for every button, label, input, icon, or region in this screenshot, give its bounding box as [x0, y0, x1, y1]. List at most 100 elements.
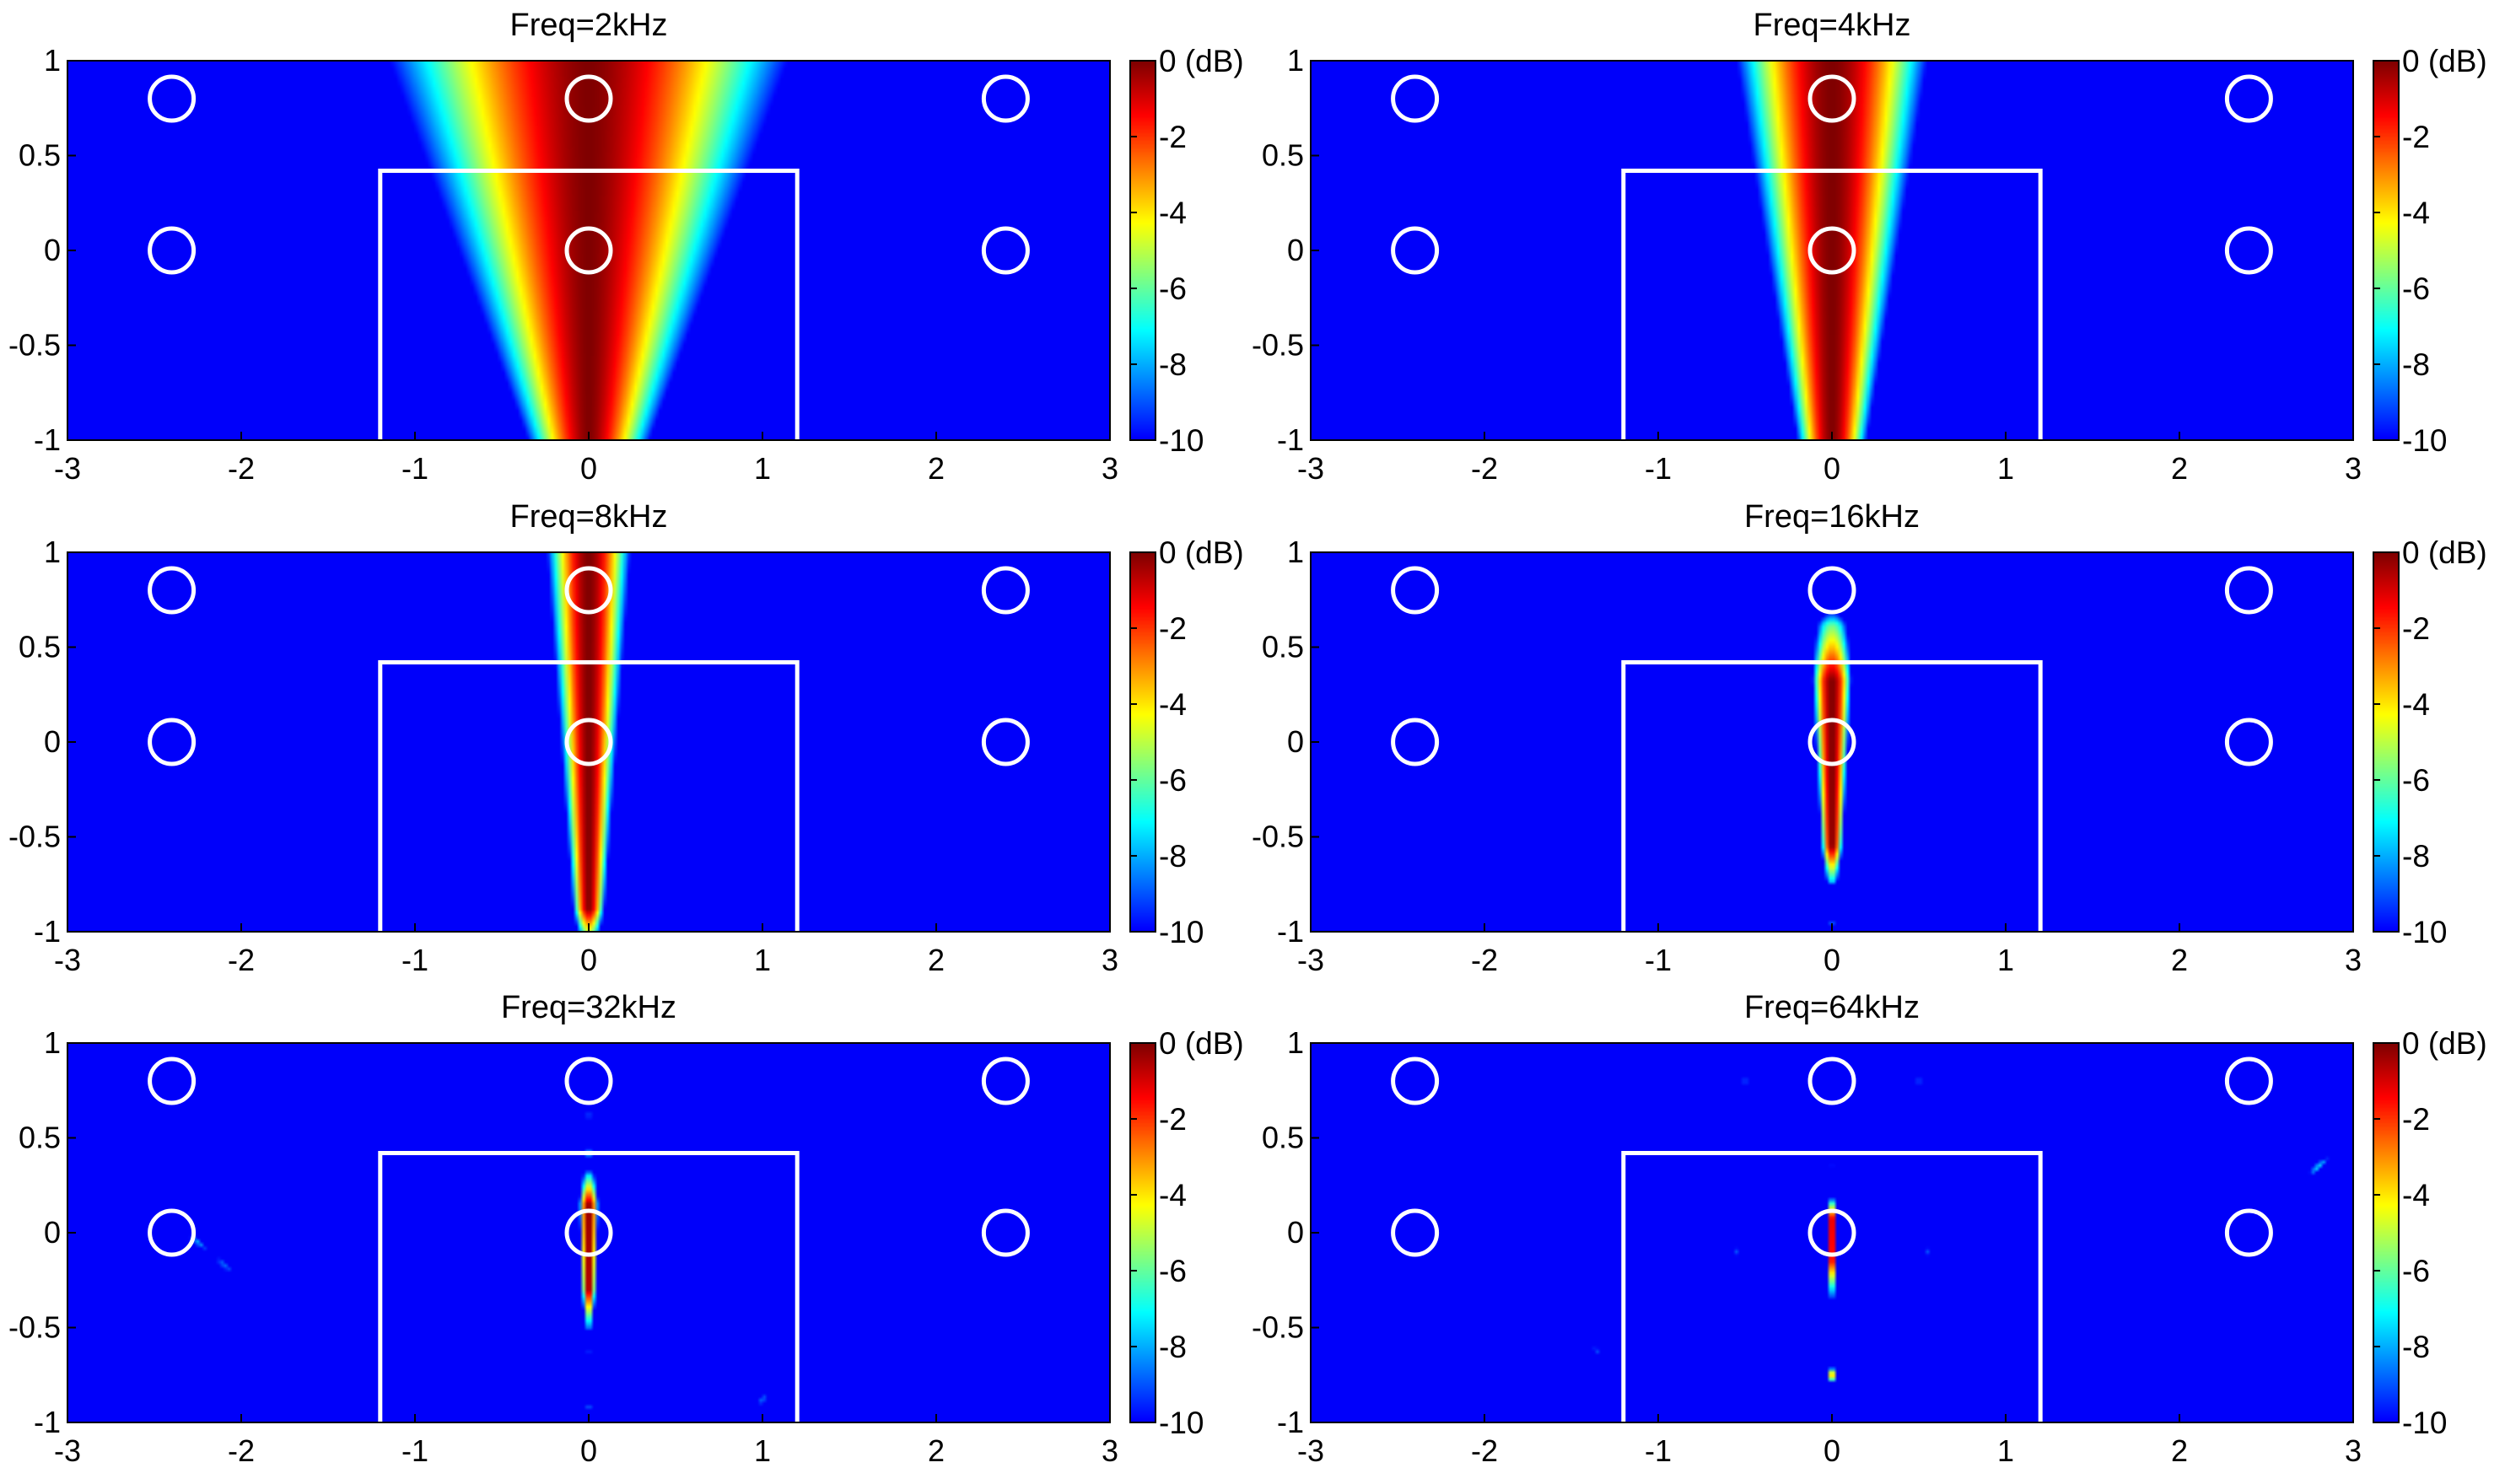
x-tick-label: -3: [54, 451, 81, 486]
x-tick-label: -3: [1297, 1433, 1324, 1468]
y-tick-label: 1: [44, 43, 61, 78]
y-tick-label: 0.5: [1262, 630, 1304, 664]
panel-4: Freq=16kHz-3 -2 -1 0 1 2 310.50-0.5-10 (dB)-2-…: [1252, 499, 2487, 977]
axes-frame: [67, 1042, 1111, 1423]
colorbar-tick-label: -2: [2402, 120, 2430, 154]
x-tick-label: 0: [1824, 1433, 1840, 1468]
marker-circle: [1807, 226, 1856, 275]
x-tick-label: 2: [2171, 943, 2188, 977]
panel-title: Freq=4kHz: [1754, 8, 1911, 43]
panel-3: Freq=8kHz-3 -2 -1 0 1 2 310.50-0.5-10 (dB)-2-4…: [8, 499, 1244, 977]
marker-circle: [1807, 74, 1856, 123]
x-tick-label: 2: [928, 943, 945, 977]
y-tick-label: -1: [1277, 914, 1304, 949]
x-tick-label: 0: [580, 1433, 597, 1468]
marker-circle: [148, 226, 197, 275]
axes-frame: [1310, 551, 2354, 933]
y-tick-label: -1: [34, 914, 61, 949]
x-tick-label: 3: [1102, 451, 1118, 486]
y-tick-label: -1: [1277, 422, 1304, 457]
y-tick-label: 0: [44, 724, 61, 759]
x-tick-label: 0: [1824, 451, 1840, 486]
x-tick-label: -3: [54, 943, 81, 977]
axes-frame: [1310, 1042, 2354, 1423]
panel-6: Freq=64kHz-3 -2 -1 0 1 2 310.50-0.5-10 (dB)-2-…: [1252, 990, 2487, 1468]
colorbar-tick-label: 0 (dB): [2402, 535, 2487, 570]
colorbar-tick-label: 0 (dB): [1159, 535, 1244, 570]
x-tick-label: 2: [928, 1433, 945, 1468]
heatmap-image: [67, 61, 1110, 440]
marker-circle: [564, 718, 613, 766]
colorbar-frame: [1129, 60, 1156, 441]
colorbar-tick-label: -4: [2402, 687, 2430, 722]
y-tick-label: -0.5: [1252, 328, 1304, 363]
region-rectangle: [378, 1151, 800, 1422]
marker-circle: [148, 1057, 197, 1105]
y-tick-label: 1: [44, 1025, 61, 1060]
marker-circle: [2224, 226, 2273, 275]
colorbar-frame: [1129, 1042, 1156, 1423]
x-tick-label: 2: [928, 451, 945, 486]
colorbar-tick-label: -8: [1159, 1330, 1187, 1364]
marker-circle: [981, 1057, 1030, 1105]
marker-circle: [1807, 566, 1856, 615]
y-tick-label: 0.5: [19, 138, 61, 173]
colorbar-tick-label: 0 (dB): [1159, 1026, 1244, 1061]
marker-circle: [981, 226, 1030, 275]
x-tick-label: 3: [2345, 943, 2362, 977]
marker-circle: [564, 566, 613, 615]
marker-circle: [981, 566, 1030, 615]
heatmap-image: [1311, 552, 2353, 932]
x-tick-label: 1: [1997, 943, 2014, 977]
heatmap-image: [67, 1043, 1110, 1422]
x-tick-label: 2: [2171, 1433, 2188, 1468]
marker-circle: [1391, 226, 1440, 275]
axes-frame: [67, 551, 1111, 933]
colorbar-tick-label: -10: [2402, 423, 2447, 458]
x-tick-label: 1: [1997, 451, 2014, 486]
marker-circle: [148, 1208, 197, 1257]
y-tick-label: 0: [44, 1215, 61, 1250]
colorbar-tick-label: -2: [1159, 611, 1187, 646]
x-tick-label: 1: [1997, 1433, 2014, 1468]
marker-circle: [2224, 1057, 2273, 1105]
colorbar: [1130, 1043, 1156, 1422]
y-tick-label: -0.5: [1252, 1310, 1304, 1345]
y-tick-label: -0.5: [1252, 820, 1304, 854]
colorbar-frame: [2373, 1042, 2400, 1423]
colorbar-tick-label: 0 (dB): [2402, 1026, 2487, 1061]
y-tick-label: -1: [1277, 1405, 1304, 1439]
marker-circle: [2224, 566, 2273, 615]
marker-circle: [1391, 1057, 1440, 1105]
marker-circle: [564, 1208, 613, 1257]
colorbar-frame: [1129, 551, 1156, 933]
y-tick-label: 0: [1287, 233, 1304, 267]
colorbar-tick-label: -6: [2402, 272, 2430, 306]
panel-5: Freq=32kHz-3 -2 -1 0 1 2 310.50-0.5-10 (dB)-2-…: [8, 990, 1244, 1468]
x-tick-label: 1: [754, 451, 771, 486]
marker-circle: [981, 74, 1030, 123]
marker-circle: [1391, 74, 1440, 123]
colorbar-frame: [2373, 551, 2400, 933]
y-tick-label: 1: [1287, 535, 1304, 569]
colorbar-tick-label: -2: [1159, 120, 1187, 154]
colorbar-tick-label: -4: [2402, 1178, 2430, 1212]
marker-circle: [2224, 74, 2273, 123]
x-tick-label: -1: [1645, 943, 1672, 977]
y-tick-label: 0: [1287, 724, 1304, 759]
marker-circle: [148, 566, 197, 615]
colorbar-tick-label: -10: [1159, 423, 1204, 458]
marker-circle: [1391, 566, 1440, 615]
colorbar-tick-label: -10: [2402, 1406, 2447, 1440]
colorbar: [2373, 61, 2399, 440]
colorbar: [2373, 1043, 2399, 1422]
x-tick-label: 0: [1824, 943, 1840, 977]
region-rectangle: [378, 660, 800, 932]
x-tick-label: 3: [2345, 1433, 2362, 1468]
x-tick-label: 3: [1102, 1433, 1118, 1468]
colorbar-tick-label: -10: [2402, 915, 2447, 949]
marker-circle: [1807, 1057, 1856, 1105]
region-rectangle: [1621, 1151, 2043, 1422]
colorbar: [2373, 552, 2399, 932]
